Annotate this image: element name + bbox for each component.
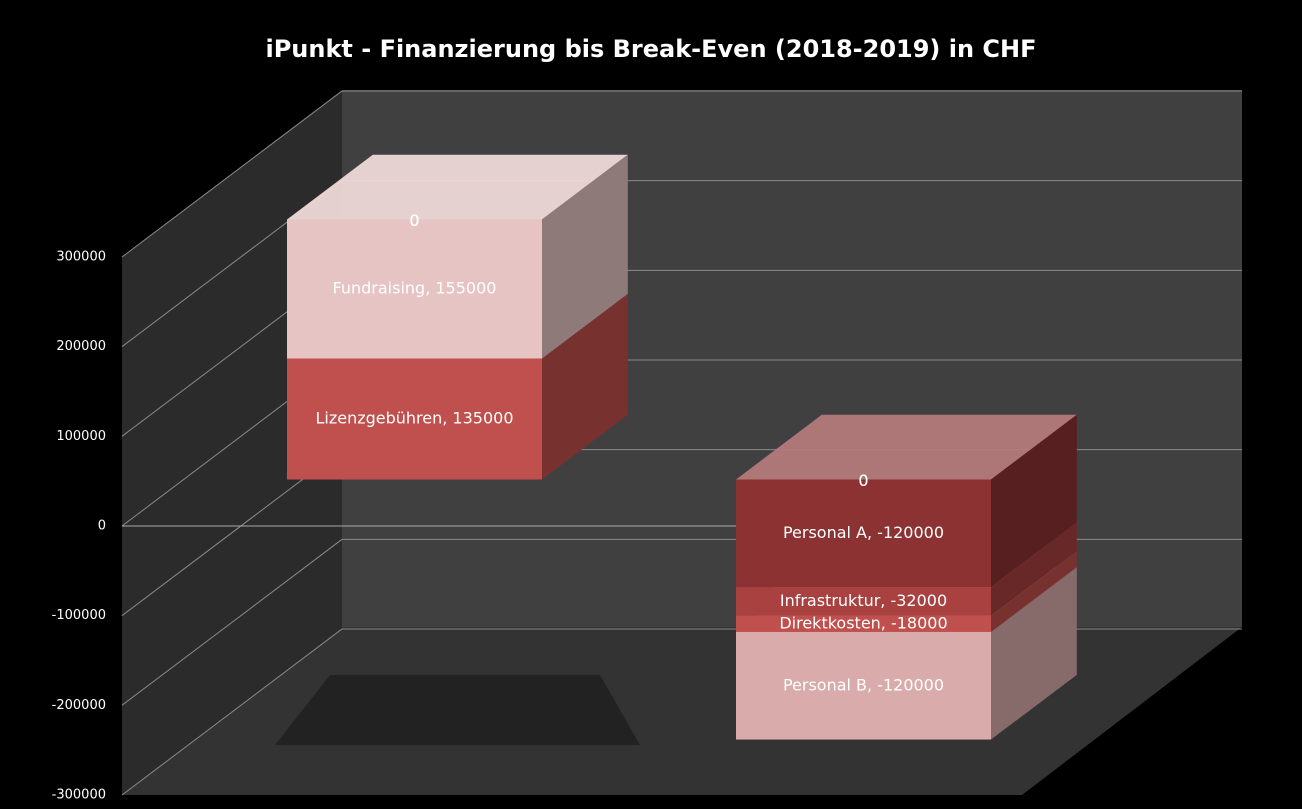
data-label: 0 — [409, 211, 419, 230]
y-tick-label: -100000 — [52, 608, 106, 623]
bar-side — [542, 154, 628, 359]
shadow — [275, 675, 640, 745]
labels: Lizenzgebühren, 135000 Fundraising, 15500… — [315, 211, 947, 694]
y-tick-label: 300000 — [56, 250, 106, 265]
data-label: 0 — [409, 211, 419, 230]
data-label: 0 — [409, 211, 419, 230]
data-label: Infrastruktur, -32000 — [780, 591, 947, 610]
grid-line — [121, 90, 343, 258]
bar — [736, 631, 991, 740]
bar-side — [542, 293, 628, 480]
data-label: 0 — [409, 211, 419, 230]
grid-line — [121, 538, 343, 706]
bar — [736, 615, 991, 632]
bar-top — [287, 154, 628, 220]
bars — [287, 154, 1077, 740]
data-label: Personal B, -120000 — [783, 675, 944, 694]
grid-line — [121, 628, 343, 796]
bar-side — [991, 567, 1077, 740]
bar — [736, 479, 991, 588]
data-label: 0 — [858, 471, 868, 490]
bar — [287, 219, 542, 359]
y-tick-label: 100000 — [56, 429, 106, 444]
y-tick-label: -300000 — [52, 788, 106, 803]
data-label: Fundraising, 155000 — [333, 278, 497, 297]
bar — [287, 358, 542, 480]
y-tick-label: 0 — [98, 519, 106, 534]
bar-top — [736, 414, 1077, 480]
y-tick-label: -200000 — [52, 698, 106, 713]
bar-side — [991, 414, 1077, 588]
data-label: Lizenzgebühren, 135000 — [315, 408, 513, 427]
bar — [736, 587, 991, 616]
bar-side — [991, 522, 1077, 616]
y-tick-label: 200000 — [56, 339, 106, 354]
chart-title: iPunkt - Finanzierung bis Break-Even (20… — [265, 35, 1036, 63]
data-label: 0 — [858, 471, 868, 490]
data-label: Personal A, -120000 — [783, 523, 944, 542]
bar-side — [991, 551, 1077, 632]
data-label: Direktkosten, -18000 — [779, 613, 947, 632]
